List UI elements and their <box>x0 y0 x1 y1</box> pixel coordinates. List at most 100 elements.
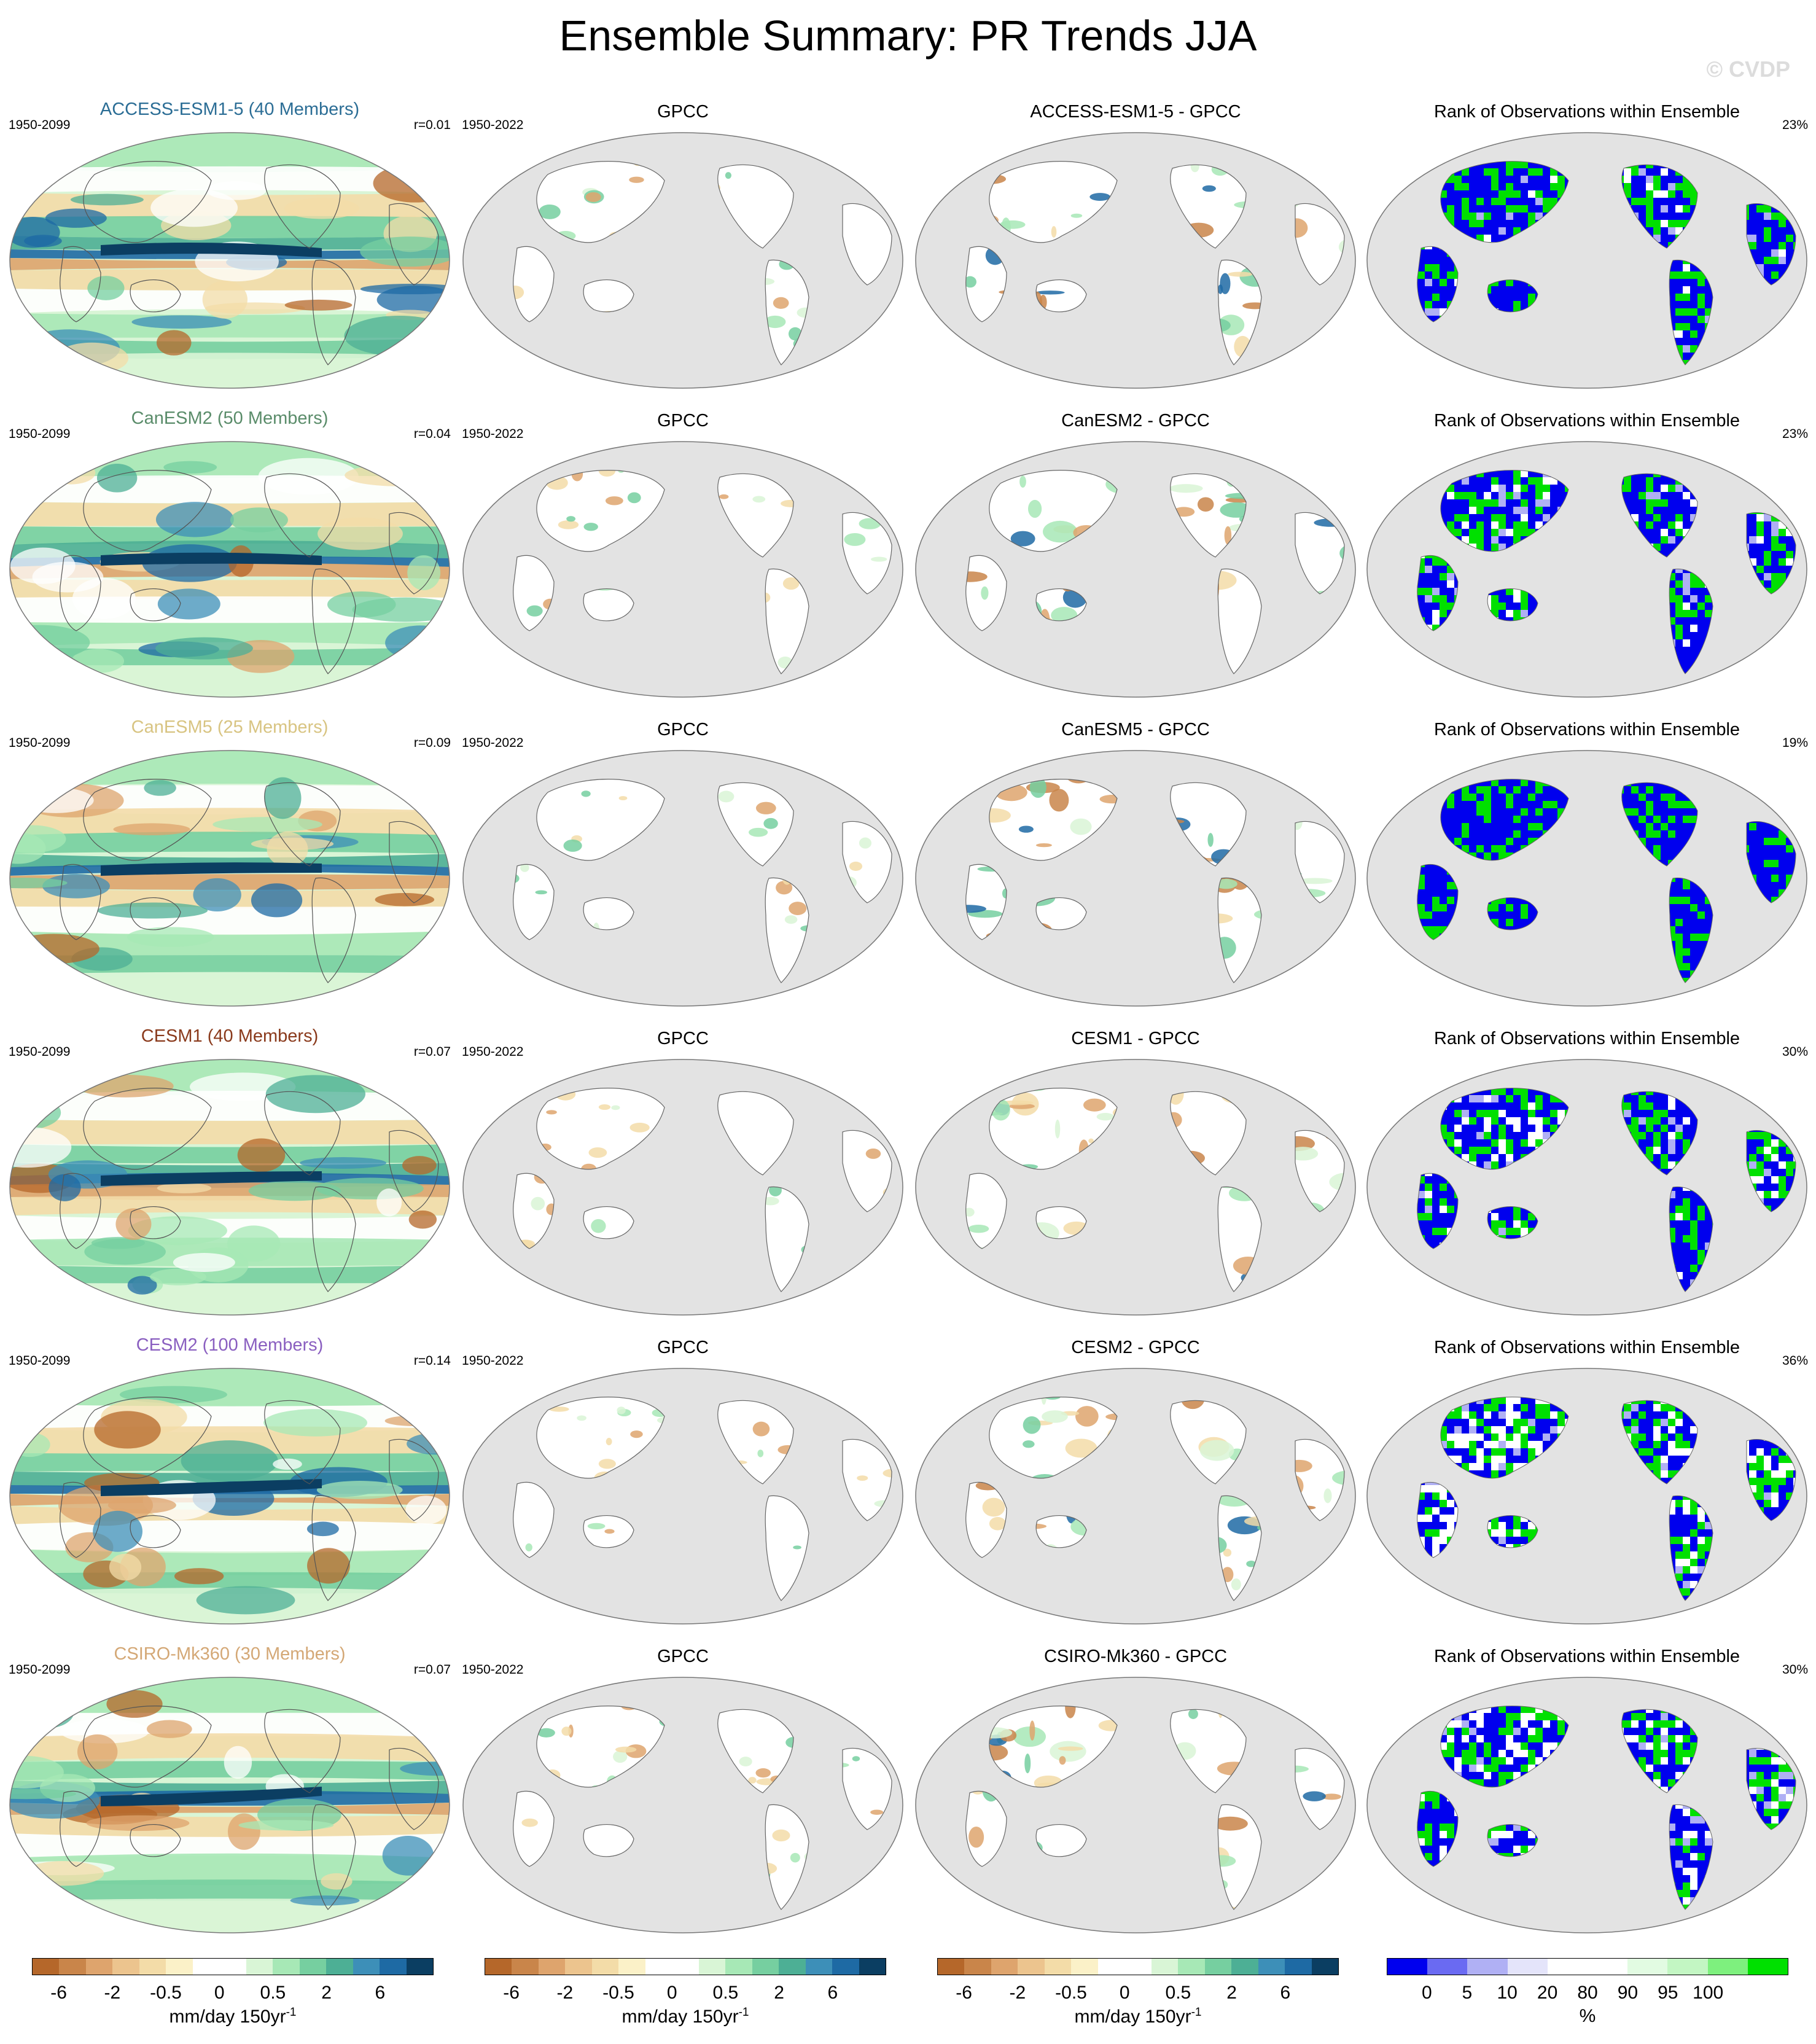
colorbar-tick-label: 5 <box>1462 1983 1473 2003</box>
obs-period: 1950-2022 <box>462 1663 524 1677</box>
model-title: CESM1 (40 Members) <box>141 1026 319 1046</box>
colorbar-swatch <box>1124 1959 1152 1975</box>
model-map <box>9 1677 450 1933</box>
colorbar-swatch <box>565 1959 592 1975</box>
obs-title: GPCC <box>657 411 709 431</box>
colorbar-swatch <box>139 1959 166 1975</box>
colorbar-swatch <box>1427 1959 1468 1975</box>
obs-period: 1950-2022 <box>462 1045 524 1059</box>
colorbar-unit: mm/day 150yr-1 <box>1075 2006 1202 2027</box>
pattern-correlation: r=0.09 <box>413 736 451 750</box>
pattern-correlation: r=0.01 <box>413 118 451 132</box>
diff-map <box>915 1059 1356 1316</box>
rank-percent: 23% <box>1782 118 1808 132</box>
colorbar-swatch <box>1707 1959 1748 1975</box>
obs-map <box>462 1368 903 1625</box>
colorbar-swatch <box>299 1959 327 1975</box>
colorbar-swatch <box>805 1959 833 1975</box>
colorbar-swatch <box>112 1959 139 1975</box>
colorbar-swatch <box>1071 1959 1098 1975</box>
pattern-correlation: r=0.04 <box>413 427 451 441</box>
diff-map <box>915 441 1356 698</box>
colorbar-tick-label: 80 <box>1577 1983 1598 2003</box>
colorbar-tick-label: 90 <box>1617 1983 1639 2003</box>
obs-map <box>462 132 903 389</box>
model-title: CanESM5 (25 Members) <box>131 717 329 737</box>
colorbar-tick-label: -6 <box>956 1983 972 2003</box>
colorbar-tick-label: 0 <box>1422 1983 1432 2003</box>
colorbar-swatch <box>1204 1959 1232 1975</box>
colorbar-swatch <box>698 1959 726 1975</box>
colorbar-tick-label: 95 <box>1658 1983 1678 2003</box>
difference-title: CESM1 - GPCC <box>1071 1029 1200 1048</box>
rank-map <box>1366 750 1807 1007</box>
colorbar-swatch <box>1018 1959 1045 1975</box>
colorbar-swatch <box>832 1959 859 1975</box>
colorbar-swatch <box>964 1959 991 1975</box>
rank-percent: 23% <box>1782 427 1808 441</box>
model-map <box>9 132 450 389</box>
colorbar-swatch <box>406 1959 434 1975</box>
rank-title: Rank of Observations within Ensemble <box>1433 411 1740 431</box>
colorbar-swatch <box>166 1959 193 1975</box>
colorbar-unit-exponent: -1 <box>738 2006 749 2019</box>
colorbar-swatch <box>725 1959 752 1975</box>
diff-map <box>915 750 1356 1007</box>
rank-colorbar <box>1387 1958 1788 1975</box>
colorbar-tick-label: -0.5 <box>602 1983 634 2003</box>
model-period: 1950-2099 <box>9 118 71 132</box>
colorbar-unit: mm/day 150yr-1 <box>170 2006 297 2027</box>
colorbar-unit-text: mm/day 150yr <box>169 2007 286 2027</box>
colorbar-swatch <box>991 1959 1018 1975</box>
obs-title: GPCC <box>657 1647 709 1666</box>
colorbar-tick-label: -0.5 <box>1055 1983 1087 2003</box>
colorbar-tick-label: 10 <box>1497 1983 1518 2003</box>
colorbar-swatch <box>85 1959 113 1975</box>
colorbar-swatch <box>591 1959 619 1975</box>
rank-title: Rank of Observations within Ensemble <box>1433 720 1740 739</box>
rank-percent: 36% <box>1782 1354 1808 1368</box>
colorbar-unit-text: % <box>1579 2006 1596 2026</box>
colorbar-swatch <box>1387 1959 1428 1975</box>
colorbar-swatch <box>1627 1959 1668 1975</box>
model-period: 1950-2099 <box>9 1045 71 1059</box>
colorbar-tick-label: 0.5 <box>1165 1983 1191 2003</box>
colorbar-tick-label: -6 <box>50 1983 67 2003</box>
colorbar-tick-label: 0.5 <box>260 1983 286 2003</box>
colorbar-swatch <box>33 1959 60 1975</box>
colorbar-swatch <box>1178 1959 1205 1975</box>
rank-map <box>1366 1677 1807 1933</box>
colorbar-swatch <box>1588 1959 1628 1975</box>
rank-map <box>1366 1368 1807 1625</box>
model-map <box>9 1059 450 1316</box>
trend-colorbar <box>937 1958 1339 1975</box>
colorbar-unit: % <box>1580 2006 1596 2027</box>
colorbar-swatch <box>219 1959 246 1975</box>
colorbar-swatch <box>1547 1959 1588 1975</box>
colorbar-tick-label: -6 <box>503 1983 520 2003</box>
colorbar-swatch <box>1151 1959 1179 1975</box>
difference-title: CESM2 - GPCC <box>1071 1338 1200 1357</box>
colorbar-tick-label: 0.5 <box>712 1983 739 2003</box>
obs-period: 1950-2022 <box>462 118 524 132</box>
colorbar-tick-label: 6 <box>827 1983 838 2003</box>
obs-period: 1950-2022 <box>462 736 524 750</box>
colorbar-swatch <box>645 1959 672 1975</box>
pattern-correlation: r=0.07 <box>413 1045 451 1059</box>
colorbar-swatch <box>1311 1959 1339 1975</box>
obs-map <box>462 441 903 698</box>
model-period: 1950-2099 <box>9 1663 71 1677</box>
rank-title: Rank of Observations within Ensemble <box>1433 1029 1740 1048</box>
rank-map <box>1366 1059 1807 1316</box>
colorbar-tick-label: 0 <box>214 1983 225 2003</box>
colorbar-swatch <box>485 1959 512 1975</box>
model-map <box>9 1368 450 1625</box>
colorbar-swatch <box>672 1959 699 1975</box>
model-title: CanESM2 (50 Members) <box>131 408 329 428</box>
rank-title: Rank of Observations within Ensemble <box>1433 102 1740 122</box>
colorbar-tick-label: -0.5 <box>150 1983 182 2003</box>
difference-title: ACCESS-ESM1-5 - GPCC <box>1030 102 1241 122</box>
colorbar-tick-label: 6 <box>375 1983 386 2003</box>
obs-map <box>462 750 903 1007</box>
colorbar-swatch <box>353 1959 380 1975</box>
